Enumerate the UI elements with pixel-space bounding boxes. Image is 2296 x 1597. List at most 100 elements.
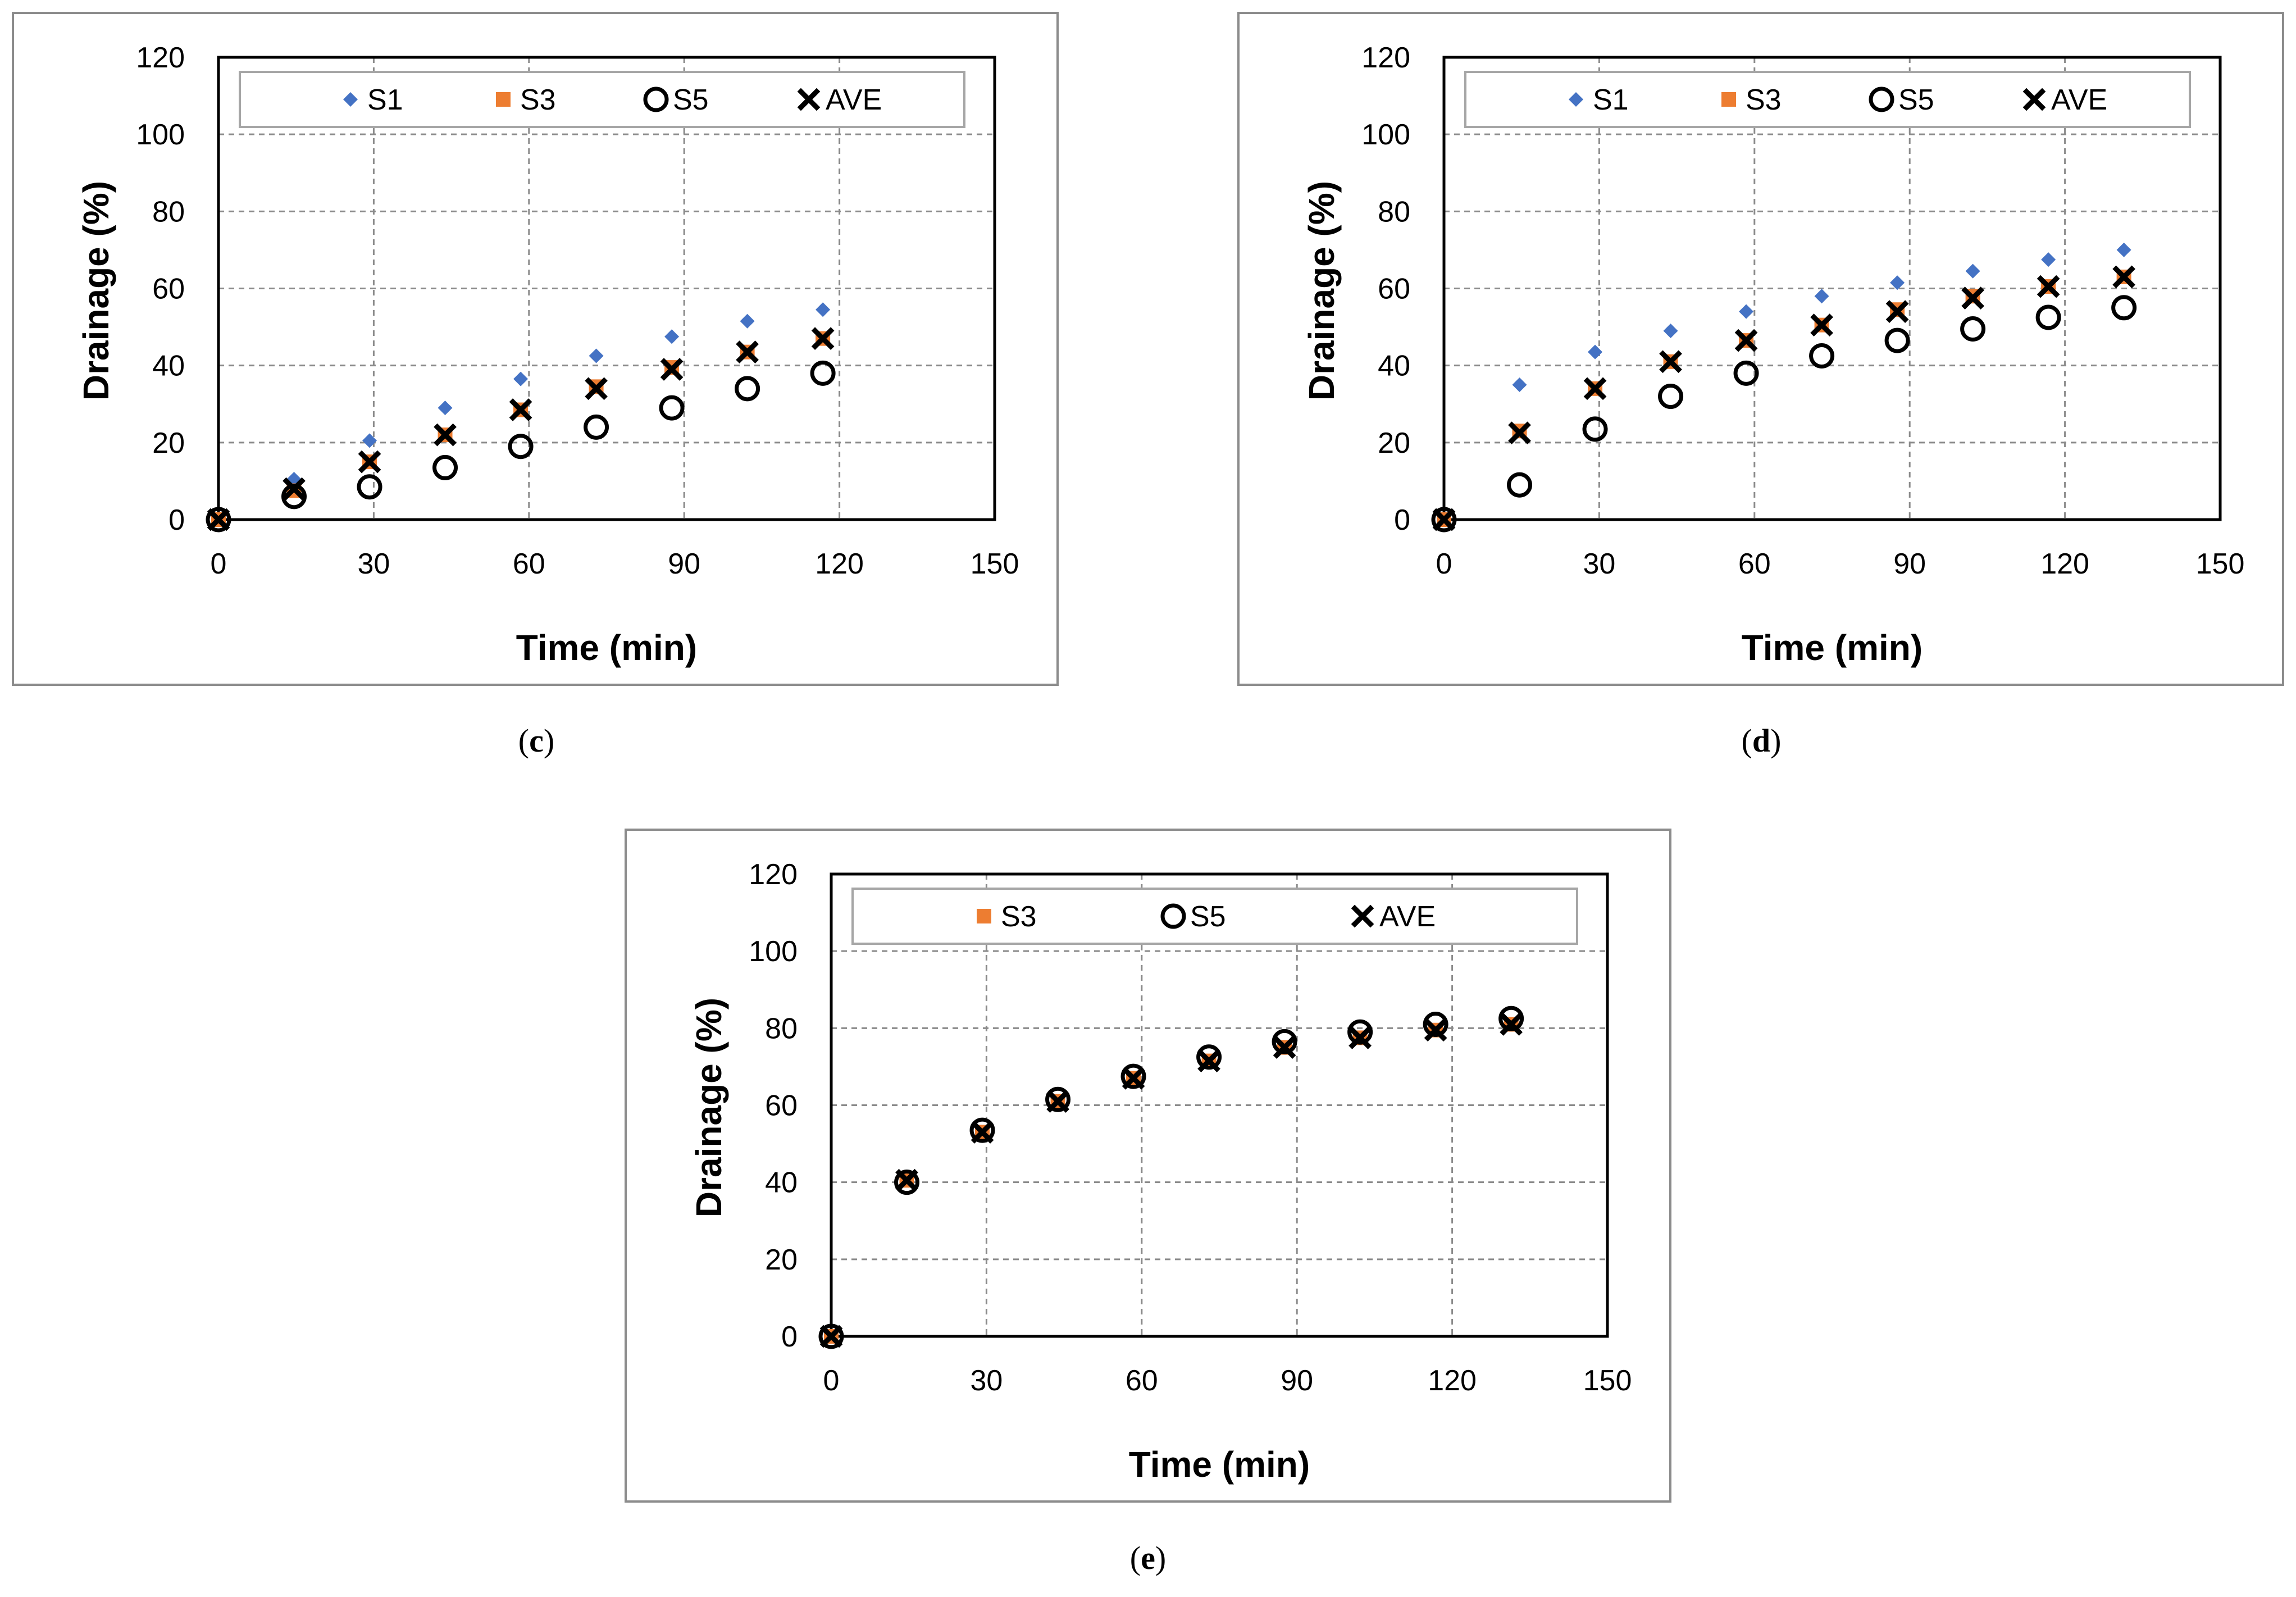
data-point-s5 [1272, 1029, 1297, 1054]
y-tick-label: 80 [765, 1012, 798, 1045]
data-point-s5 [206, 507, 231, 533]
x-tick-label: 0 [211, 548, 227, 580]
scatter-chart-d: 0 30 60 90 120 150 0 20 40 60 80 100 120 Time (min) Dr… [1301, 42, 2245, 668]
legend-label-ave: AVE [826, 84, 882, 116]
data-point-s1 [2041, 252, 2056, 267]
legend: S3 S5 AVE [851, 888, 1578, 945]
y-tick-label: 40 [765, 1167, 798, 1199]
x-tick-label: 60 [513, 548, 545, 580]
data-point-ave [1273, 1036, 1296, 1059]
data-point-s5 [1045, 1086, 1071, 1112]
y-tick-label: 40 [152, 350, 185, 383]
data-point-s1 [1512, 377, 1527, 392]
legend-label-s3: S3 [1746, 84, 1782, 116]
series-s3 [824, 1017, 1519, 1344]
x-tick-label: 30 [1583, 548, 1615, 580]
data-point-s5 [1582, 416, 1608, 442]
data-point-ave [1961, 286, 1984, 310]
data-point-s5 [1498, 1005, 1524, 1031]
data-point-s1 [362, 433, 377, 448]
data-point-s5 [894, 1170, 920, 1195]
data-point-s5 [1431, 507, 1457, 533]
legend-label-s5: S5 [1190, 900, 1226, 933]
data-point-s5 [969, 1117, 995, 1143]
x-axis-title: Time (min) [1129, 1444, 1310, 1485]
data-point-ave [1349, 1026, 1372, 1049]
legend-label-ave: AVE [1379, 900, 1436, 933]
data-point-ave [811, 327, 835, 351]
y-tick-label: 100 [1361, 119, 1410, 151]
data-point-s1 [1588, 344, 1603, 360]
x-tick-label: 150 [971, 548, 1019, 580]
data-point-ave [895, 1168, 918, 1192]
data-point-s5 [357, 474, 382, 500]
data-point-ave [1885, 300, 1909, 324]
series-ave [819, 1013, 1523, 1348]
data-point-s5 [735, 376, 760, 402]
data-point-s1 [1965, 263, 1980, 279]
data-point-s5 [2111, 295, 2137, 321]
scatter-chart-e: 0 30 60 90 120 150 0 20 40 60 80 100 120 Time (min) Dr… [689, 858, 1632, 1485]
legend-label-s1: S1 [1593, 84, 1629, 116]
x-tick-label: 150 [2196, 548, 2245, 580]
panel-label-e: (e) [1129, 1540, 1167, 1576]
data-point-s5 [1658, 384, 1684, 410]
series-ave [1432, 265, 2135, 531]
data-point-s5 [508, 434, 534, 459]
y-tick-label: 0 [168, 504, 185, 536]
data-point-s1 [513, 371, 529, 386]
y-tick-label: 0 [1394, 504, 1410, 536]
data-point-ave [736, 340, 759, 364]
legend-marker-s5 [1160, 903, 1186, 929]
x-axis-title: Time (min) [516, 627, 697, 668]
data-point-s1 [589, 348, 604, 363]
data-point-ave [358, 450, 381, 474]
data-point-ave [1659, 350, 1682, 374]
y-tick-label: 40 [1378, 350, 1410, 383]
plot-area-border [1442, 56, 2222, 521]
legend-marker-s5 [1869, 87, 1894, 112]
x-tick-label: 90 [1281, 1364, 1313, 1397]
series-s5 [818, 1005, 1524, 1349]
data-point-s5 [659, 395, 685, 421]
x-axis-title: Time (min) [1742, 627, 1923, 668]
data-point-s5 [1960, 316, 1986, 342]
data-point-ave [2037, 275, 2060, 298]
y-axis-title: Drainage (%) [689, 998, 729, 1217]
x-tick-label: 60 [1738, 548, 1771, 580]
y-tick-label: 0 [781, 1321, 798, 1353]
x-tick-label: 120 [815, 548, 864, 580]
y-tick-label: 120 [749, 858, 798, 891]
x-tick-label: 120 [2040, 548, 2089, 580]
legend-label-s5: S5 [1898, 84, 1934, 116]
data-point-s5 [1196, 1044, 1222, 1070]
data-point-ave [434, 423, 457, 447]
legend: S1 S3 S5 AVE [1464, 71, 2191, 128]
x-tick-label: 0 [1436, 548, 1452, 580]
legend-box [1464, 71, 2191, 128]
data-point-s5 [818, 1323, 844, 1349]
chart-frame-c: 0 30 60 90 120 150 0 20 40 60 80 100 120 Time (min) Dr… [12, 12, 1059, 686]
x-tick-label: 60 [1126, 1364, 1158, 1397]
legend-label-s1: S1 [367, 84, 403, 116]
data-point-ave [1500, 1013, 1523, 1036]
data-point-ave [207, 508, 230, 531]
data-point-ave [1424, 1018, 1447, 1042]
legend-box [239, 71, 965, 128]
chart-frame-e: 0 30 60 90 120 150 0 20 40 60 80 100 120 Time (min) Dr… [625, 829, 1671, 1503]
x-tick-label: 30 [970, 1364, 1003, 1397]
data-point-s1 [2116, 242, 2131, 257]
legend-label-ave: AVE [2051, 84, 2107, 116]
data-point-s5 [1884, 327, 1910, 353]
y-axis-title: Drainage (%) [1301, 181, 1342, 401]
data-point-ave [283, 477, 306, 501]
series-ave [207, 327, 835, 531]
scatter-chart-c: 0 30 60 90 120 150 0 20 40 60 80 100 120 Time (min) Dr… [76, 42, 1019, 668]
data-point-s1 [1890, 275, 1905, 290]
x-tick-label: 90 [1893, 548, 1926, 580]
plot-area-border [217, 56, 996, 521]
grid-lines [831, 874, 1607, 1336]
data-point-ave [585, 377, 608, 401]
y-tick-label: 60 [152, 273, 185, 306]
legend-label-s3: S3 [1001, 900, 1037, 933]
